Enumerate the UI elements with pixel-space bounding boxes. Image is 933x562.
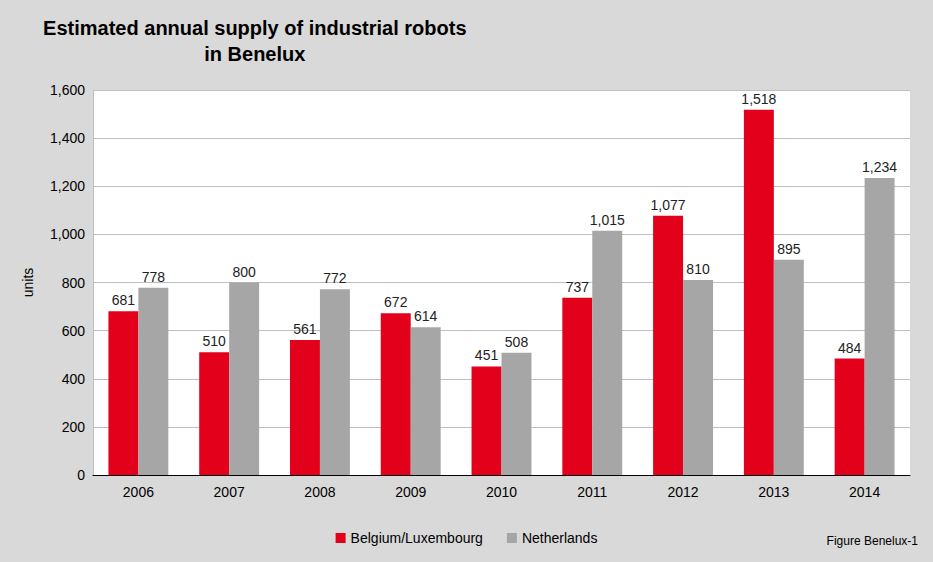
- svg-text:Estimated annual supply of ind: Estimated annual supply of industrial ro…: [43, 17, 466, 39]
- svg-text:672: 672: [384, 294, 408, 310]
- svg-text:Netherlands: Netherlands: [522, 530, 598, 546]
- svg-text:1,234: 1,234: [862, 159, 897, 175]
- svg-text:800: 800: [232, 264, 256, 280]
- svg-text:2007: 2007: [214, 484, 245, 500]
- svg-text:484: 484: [838, 340, 862, 356]
- svg-text:400: 400: [62, 371, 86, 387]
- svg-text:895: 895: [777, 241, 801, 257]
- svg-text:2012: 2012: [667, 484, 698, 500]
- svg-text:737: 737: [566, 279, 590, 295]
- svg-text:810: 810: [686, 261, 710, 277]
- svg-text:1,400: 1,400: [50, 130, 85, 146]
- svg-text:772: 772: [323, 270, 347, 286]
- svg-text:2006: 2006: [123, 484, 154, 500]
- svg-text:2011: 2011: [577, 484, 607, 500]
- svg-text:200: 200: [62, 419, 86, 435]
- svg-text:2008: 2008: [304, 484, 335, 500]
- svg-text:508: 508: [505, 334, 529, 350]
- svg-text:1,077: 1,077: [651, 197, 686, 213]
- svg-text:1,518: 1,518: [741, 91, 776, 107]
- svg-text:2013: 2013: [758, 484, 789, 500]
- svg-text:614: 614: [414, 308, 438, 324]
- svg-text:units: units: [20, 268, 36, 298]
- svg-text:800: 800: [62, 275, 86, 291]
- svg-text:451: 451: [475, 347, 499, 363]
- svg-text:600: 600: [62, 323, 86, 339]
- svg-text:Figure Benelux-1: Figure Benelux-1: [827, 534, 919, 548]
- svg-text:Belgium/Luxembourg: Belgium/Luxembourg: [351, 530, 483, 546]
- svg-text:1,600: 1,600: [50, 82, 85, 98]
- svg-text:2010: 2010: [486, 484, 517, 500]
- svg-text:1,200: 1,200: [50, 178, 85, 194]
- svg-text:0: 0: [77, 467, 85, 483]
- svg-text:in Benelux: in Benelux: [204, 43, 305, 65]
- svg-text:2014: 2014: [849, 484, 880, 500]
- svg-text:1,015: 1,015: [590, 212, 625, 228]
- svg-text:1,000: 1,000: [50, 226, 85, 242]
- svg-text:510: 510: [203, 333, 227, 349]
- svg-text:681: 681: [112, 292, 136, 308]
- svg-text:778: 778: [142, 269, 166, 285]
- svg-text:2009: 2009: [395, 484, 426, 500]
- svg-text:561: 561: [293, 321, 317, 337]
